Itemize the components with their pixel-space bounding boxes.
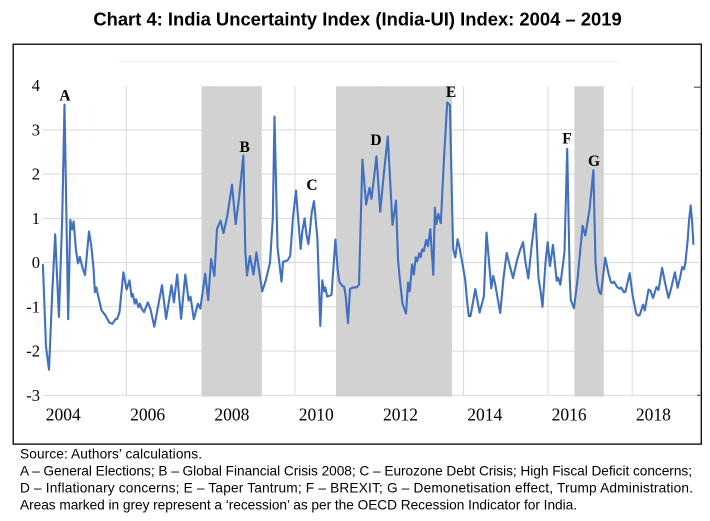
svg-text:B: B [240, 139, 250, 156]
svg-text:1: 1 [32, 209, 40, 228]
svg-text:Areas marked in grey represent: Areas marked in grey represent a ‘recess… [20, 498, 577, 513]
svg-text:F: F [562, 131, 571, 148]
svg-text:2004: 2004 [46, 405, 81, 425]
svg-text:A – General Elections; B – Glo: A – General Elections; B – Global Financ… [20, 464, 692, 479]
svg-text:2008: 2008 [214, 405, 249, 425]
svg-text:-1: -1 [26, 297, 40, 316]
svg-text:2012: 2012 [383, 405, 418, 425]
svg-text:E: E [446, 84, 456, 101]
svg-text:C: C [306, 177, 317, 194]
svg-text:G: G [588, 153, 600, 170]
svg-text:2016: 2016 [552, 405, 587, 425]
svg-text:A: A [59, 88, 71, 105]
svg-text:4: 4 [32, 76, 40, 95]
svg-text:2010: 2010 [299, 405, 334, 425]
svg-text:0: 0 [32, 253, 40, 272]
svg-text:D: D [370, 132, 381, 149]
svg-text:2014: 2014 [467, 405, 502, 425]
svg-text:2006: 2006 [130, 405, 165, 425]
svg-text:3: 3 [32, 120, 40, 139]
svg-text:-2: -2 [26, 342, 40, 361]
svg-text:2: 2 [32, 165, 40, 184]
svg-text:-3: -3 [26, 386, 40, 405]
svg-text:Source: Authors’ calculations.: Source: Authors’ calculations. [20, 447, 202, 462]
svg-text:D – Inflationary concerns; E –: D – Inflationary concerns; E – Taper Tan… [20, 481, 693, 496]
svg-text:2018: 2018 [636, 405, 671, 425]
svg-text:Chart 4: India Uncertainty Ind: Chart 4: India Uncertainty Index (India-… [93, 9, 621, 30]
